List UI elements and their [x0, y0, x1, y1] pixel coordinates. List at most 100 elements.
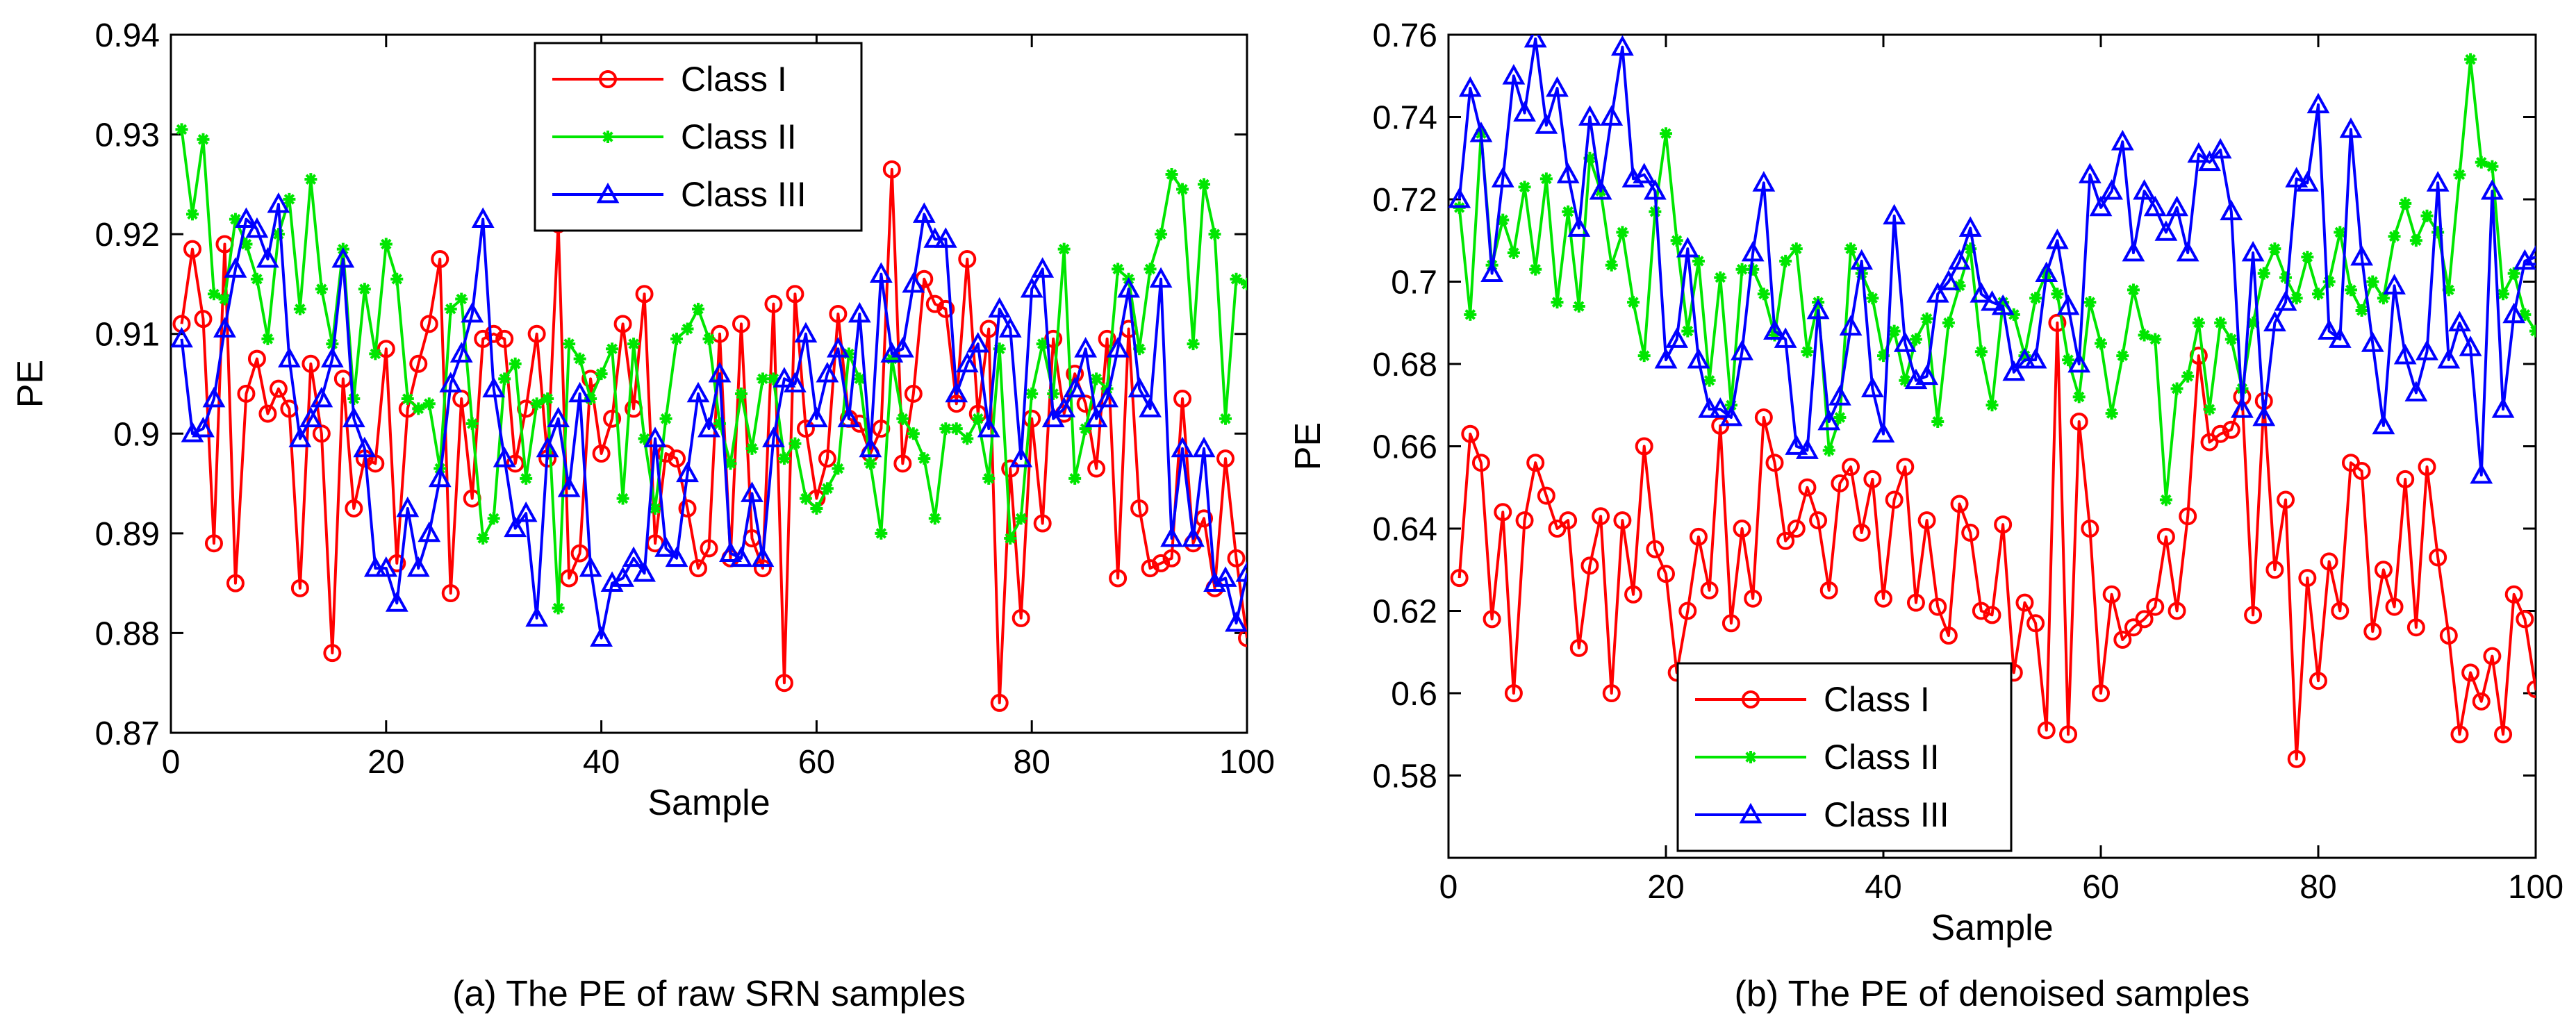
series-0-marker-22 — [1678, 602, 1697, 620]
series-2-marker-54 — [741, 481, 763, 502]
chart-caption: (a) The PE of raw SRN samples — [452, 974, 966, 1014]
series-0-marker-92 — [2439, 627, 2458, 645]
series-2-marker-87 — [1096, 386, 1119, 408]
series-2-marker-79 — [2295, 171, 2319, 192]
series-0-marker-93 — [2450, 725, 2469, 744]
series-0-marker-2 — [1461, 424, 1480, 443]
series-2-marker-92 — [2437, 347, 2461, 369]
series-0-marker-61 — [818, 449, 836, 468]
legend: Class I Class II Class III — [534, 42, 863, 232]
series-1-marker-98 — [2507, 267, 2520, 280]
series-1-marker-80 — [1025, 387, 1039, 400]
series-0-marker-53 — [732, 315, 750, 333]
series-0-marker-19 — [366, 454, 385, 473]
series-2-marker-45 — [1926, 282, 1949, 303]
series-0-marker-3 — [194, 310, 213, 329]
series-1-marker-48 — [681, 322, 694, 335]
series-0-marker-20 — [1657, 565, 1675, 583]
series-2-marker-91 — [1139, 397, 1162, 417]
series-2-marker-11 — [1556, 163, 1580, 183]
series-0-marker-68 — [893, 454, 912, 473]
series-0-marker-42 — [1896, 458, 1915, 476]
series-2-marker-39 — [1860, 376, 1884, 397]
series-2-marker-66 — [869, 262, 893, 283]
series-1-marker-55 — [756, 372, 769, 386]
series-1-marker-56 — [767, 372, 780, 386]
series-0-marker-6 — [226, 574, 245, 592]
series-0-marker-46 — [657, 445, 675, 463]
series-1-marker-25 — [1714, 271, 1727, 284]
series-1-marker-37 — [1844, 242, 1858, 256]
series-0-marker-14 — [312, 424, 331, 443]
series-1-marker-75 — [971, 412, 984, 425]
series-0-marker-32 — [506, 454, 525, 473]
series-1-marker-93 — [1165, 168, 1178, 181]
series-0-marker-79 — [1012, 608, 1030, 627]
series-0-marker-87 — [1098, 329, 1116, 348]
series-1-marker-100 — [1241, 277, 1247, 290]
y-tick-label: 0.87 — [95, 715, 160, 752]
series-1-marker-37 — [563, 338, 576, 351]
series-1-marker-28 — [1747, 263, 1760, 276]
series-0-marker-45 — [1929, 597, 1947, 616]
series-0-marker-57 — [2059, 725, 2078, 744]
series-2-marker-31 — [1774, 327, 1797, 348]
series-1-marker-26 — [444, 302, 457, 315]
series-0-marker-71 — [2211, 424, 2230, 443]
x-axis-label: Sample — [647, 783, 770, 823]
series-2-marker-99 — [1225, 611, 1247, 632]
series-1-marker-53 — [2018, 349, 2031, 363]
series-1-marker-42 — [1899, 374, 1912, 387]
series-1-marker-64 — [2138, 329, 2151, 342]
series-1-marker-21 — [390, 272, 404, 285]
series-1-marker-91 — [1143, 263, 1157, 276]
series-1-marker-46 — [659, 412, 672, 425]
series-2-marker-85 — [2361, 331, 2384, 352]
series-1-marker-10 — [272, 228, 285, 241]
series-2-marker-4 — [1480, 261, 1503, 283]
series-2-marker-81 — [2318, 319, 2341, 340]
series-2-marker-7 — [1513, 101, 1536, 122]
series-0-marker-40 — [592, 445, 611, 463]
series-2-marker-84 — [2350, 244, 2373, 266]
series-0-marker-4 — [204, 534, 223, 553]
series-2-marker-35 — [1817, 409, 1841, 431]
series-0-marker-87 — [2385, 597, 2404, 616]
y-tick-label: 0.7 — [1391, 265, 1437, 301]
series-0-marker-36 — [1831, 474, 1849, 492]
series-2-marker-74 — [2241, 240, 2265, 262]
series-1-marker-12 — [1572, 300, 1585, 313]
series-0-marker-81 — [1033, 514, 1052, 533]
series-1-marker-67 — [885, 352, 898, 365]
series-0-marker-23 — [409, 354, 428, 373]
series-1-marker-71 — [928, 512, 941, 525]
series-2-marker-32 — [504, 516, 527, 538]
series-0-marker-4 — [1483, 610, 1501, 629]
series-1-marker-60 — [2095, 337, 2107, 350]
series-1-marker-33 — [1801, 345, 1814, 358]
series-0-marker-77 — [2277, 490, 2295, 509]
series-1-marker-30 — [1768, 329, 1781, 342]
series-2-marker-13 — [1578, 105, 1601, 126]
series-0-marker-47 — [668, 449, 686, 468]
series-2-marker-71 — [2208, 138, 2232, 159]
series-2-marker-84 — [1063, 376, 1087, 398]
series-2-marker-82 — [1041, 406, 1065, 428]
series-2-marker-3 — [1469, 122, 1493, 142]
series-0-marker-49 — [1972, 602, 1990, 620]
series-2-marker-69 — [2187, 142, 2211, 163]
series-0-marker-64 — [2135, 610, 2154, 629]
series-0-marker-44 — [635, 285, 654, 304]
series-0-marker-8 — [247, 349, 266, 368]
legend-label: Class II — [1824, 738, 1940, 777]
series-1-marker-74 — [961, 432, 974, 445]
series-1-marker-31 — [1779, 254, 1792, 267]
series-1-marker-86 — [1090, 372, 1103, 386]
series-0-marker-31 — [495, 329, 514, 348]
series-1-marker-88 — [2399, 197, 2412, 210]
series-1-marker-67 — [2170, 382, 2183, 395]
series-2-marker-34 — [1806, 298, 1830, 320]
series-1-marker-79 — [2301, 250, 2314, 263]
series-1-marker-75 — [2257, 267, 2270, 280]
series-1-marker-19 — [369, 347, 382, 360]
